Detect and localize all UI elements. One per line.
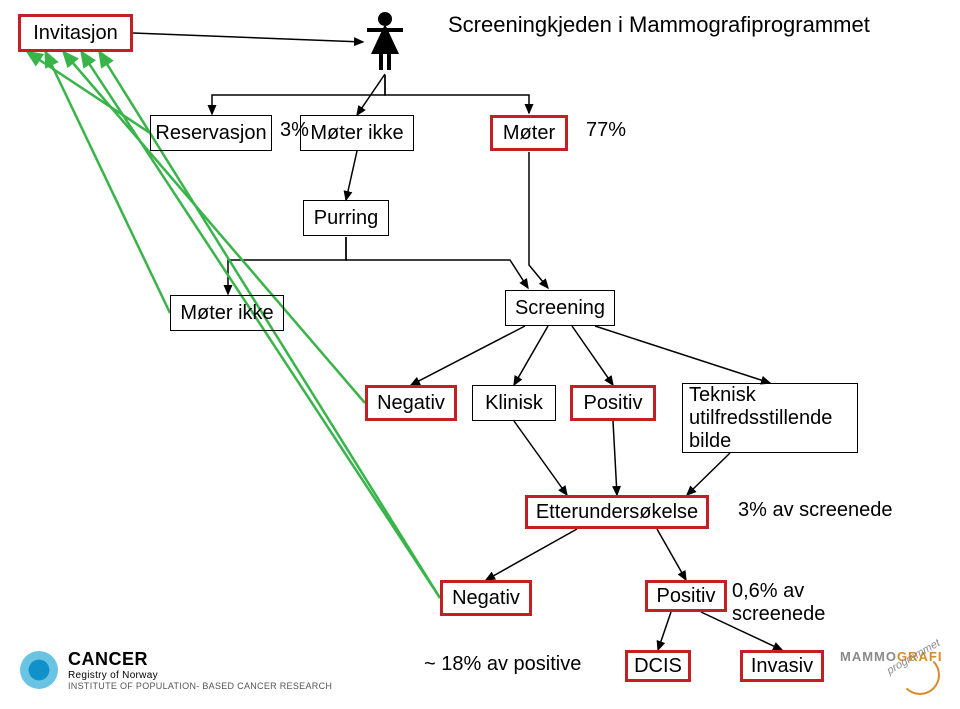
node-label: Screening — [515, 297, 605, 320]
page-title: Screeningkjeden i Mammografiprogrammet — [448, 12, 870, 38]
node-label: Reservasjon — [155, 122, 266, 145]
logo-line3: INSTITUTE OF POPULATION- BASED CANCER RE… — [68, 681, 332, 691]
node-moter-ikke-1: Møter ikke — [300, 115, 414, 151]
node-invasiv: Invasiv — [740, 650, 824, 682]
node-reservasjon: Reservasjon — [150, 115, 272, 151]
node-etterundersokelse: Etterundersøkelse — [525, 495, 709, 529]
node-label: Teknisk utilfredsstillende bilde — [689, 384, 832, 453]
logo-cancer-registry: CANCER Registry of Norway INSTITUTE OF P… — [20, 649, 332, 691]
node-moter-ikke-2: Møter ikke — [170, 295, 284, 331]
node-positiv-2: Positiv — [645, 580, 727, 612]
label-77pct: 77% — [586, 119, 626, 142]
node-label: Klinisk — [485, 392, 543, 415]
node-purring: Purring — [303, 200, 389, 236]
label-0-6pct: 0,6% av screenede — [732, 580, 825, 626]
node-label: DCIS — [634, 655, 682, 678]
node-label: Invasiv — [751, 655, 813, 678]
node-label: Positiv — [657, 585, 716, 608]
node-label: Møter ikke — [310, 122, 403, 145]
node-label: Positiv — [584, 392, 643, 415]
node-positiv-1: Positiv — [570, 385, 656, 421]
logo-mark-icon — [20, 651, 58, 689]
node-dcis: DCIS — [625, 650, 691, 682]
swirl-icon — [900, 655, 940, 695]
logo-line1: CANCER — [68, 649, 332, 670]
node-klinisk: Klinisk — [472, 385, 556, 421]
label-3pct-screenede: 3% av screenede — [738, 499, 893, 522]
node-label: Negativ — [452, 587, 520, 610]
node-invitasjon: Invitasjon — [18, 14, 133, 52]
label-18pct-positive: ~ 18% av positive — [424, 653, 581, 676]
label-3pct: 3% — [280, 119, 309, 142]
node-moter: Møter — [490, 115, 568, 151]
node-screening: Screening — [505, 290, 615, 326]
node-label: Etterundersøkelse — [536, 501, 698, 524]
node-label: Møter — [503, 122, 555, 145]
node-label: Negativ — [377, 392, 445, 415]
node-label: Invitasjon — [33, 22, 118, 45]
logo-mammografi: MAMMOGRAFI programmet — [840, 637, 936, 697]
node-teknisk: Teknisk utilfredsstillende bilde — [682, 383, 858, 453]
node-negativ-1: Negativ — [365, 385, 457, 421]
node-label: Møter ikke — [180, 302, 273, 325]
logo-line2: Registry of Norway — [68, 670, 332, 681]
person-icon — [363, 10, 407, 74]
node-negativ-2: Negativ — [440, 580, 532, 616]
node-label: Purring — [314, 207, 378, 230]
